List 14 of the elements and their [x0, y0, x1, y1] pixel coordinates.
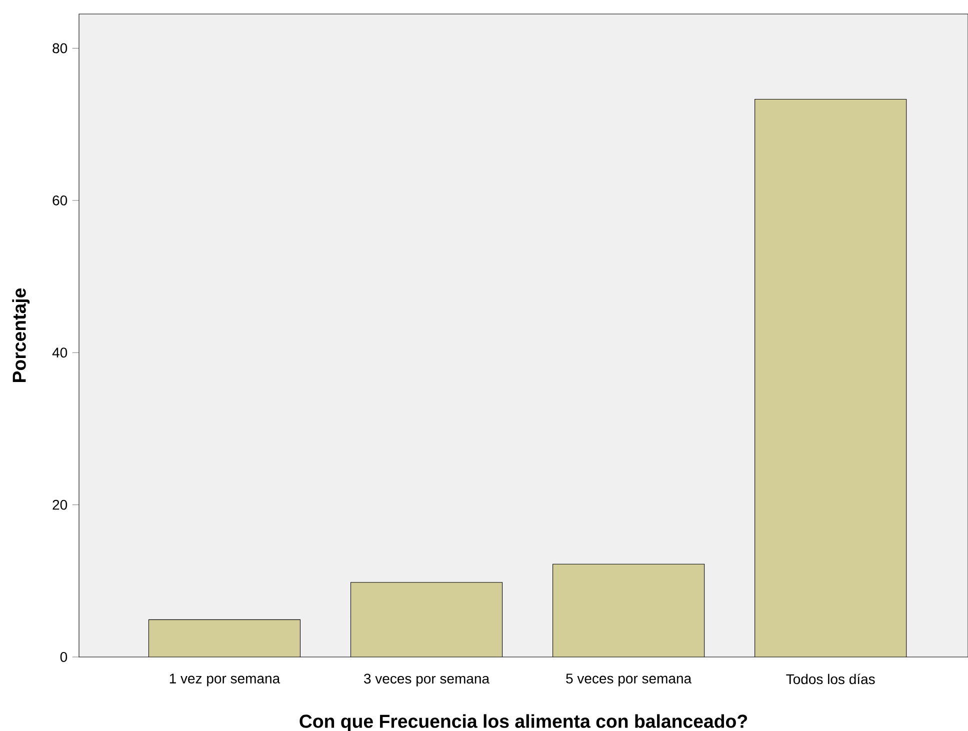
y-axis-title: Porcentaje — [12, 288, 30, 382]
bar — [552, 564, 704, 657]
y-tick-label: 0 — [60, 652, 68, 662]
y-tick-label: 20 — [52, 500, 68, 510]
x-tick-label: Todos los días — [786, 674, 875, 684]
x-tick-label: 5 veces por semana — [566, 674, 692, 686]
bar — [754, 98, 907, 657]
bar — [148, 619, 301, 657]
bar — [350, 582, 503, 657]
y-tick-label: 40 — [52, 348, 68, 358]
y-tick-label: 80 — [52, 43, 68, 54]
x-tick-label: 1 vez por semana — [170, 674, 280, 686]
y-tick-label: 60 — [52, 195, 68, 206]
x-tick-label: 3 veces por semana — [364, 674, 490, 686]
